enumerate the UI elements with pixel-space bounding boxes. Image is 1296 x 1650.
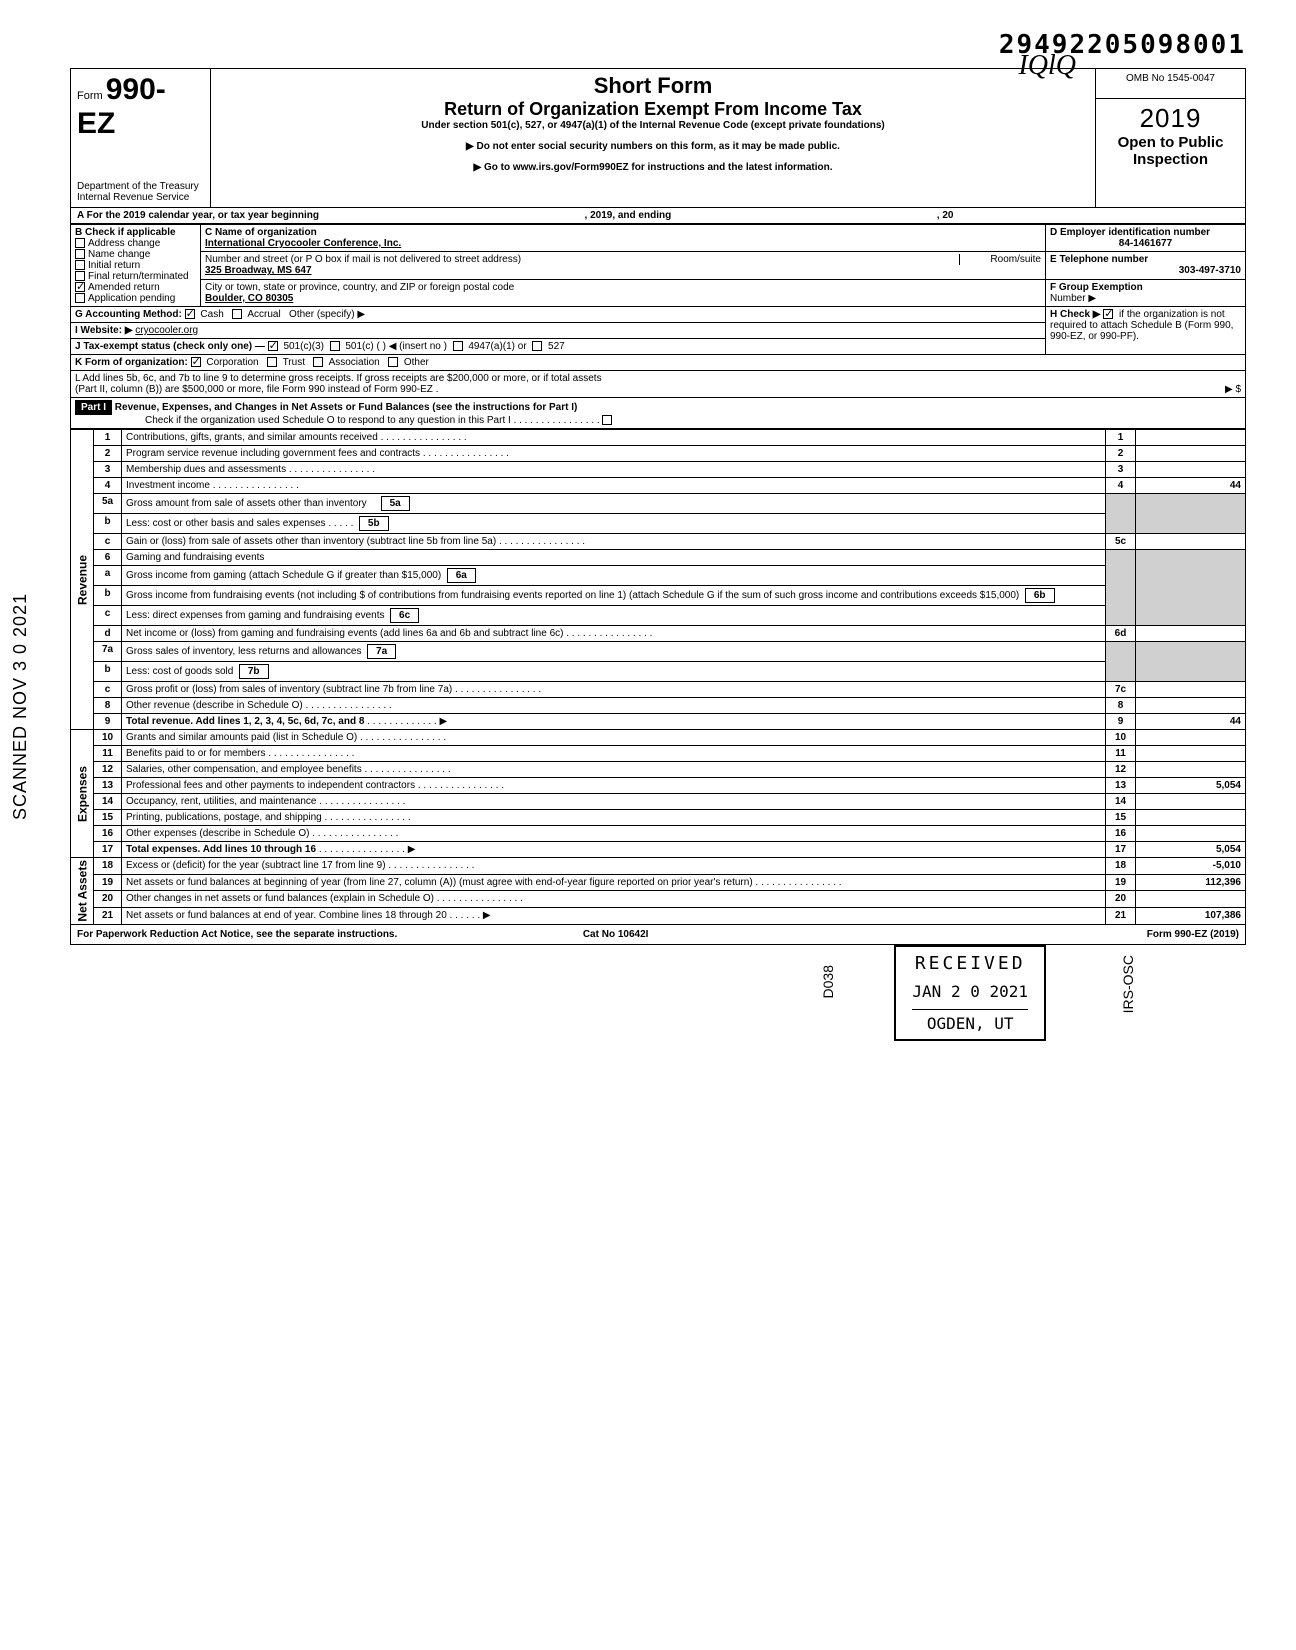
form-label: Form [77,90,103,102]
note-url: ▶ Go to www.irs.gov/Form990EZ for instru… [217,162,1089,173]
chk-other-org[interactable] [388,357,398,367]
city-value: Boulder, CO 80305 [205,293,1041,304]
part1-label: Part I [75,400,112,415]
scanned-stamp: SCANNED NOV 3 0 2021 [10,593,31,820]
city-label: City or town, state or province, country… [205,282,1041,293]
open-public: Open to Public Inspection [1102,134,1239,168]
part1-check-line: Check if the organization used Schedule … [145,415,511,426]
omb-number: OMB No 1545-0047 [1102,73,1239,84]
chk-trust[interactable] [267,357,277,367]
row-j-label: J Tax-exempt status (check only one) — [75,341,265,352]
hand-initials: IQlQ [1018,50,1076,82]
footer-row: For Paperwork Reduction Act Notice, see … [70,925,1246,945]
col-f-sub: Number ▶ [1050,293,1241,304]
chk-accrual[interactable] [232,309,242,319]
chk-name-change[interactable] [75,249,85,259]
part1-title: Revenue, Expenses, and Changes in Net As… [115,402,578,413]
chk-527[interactable] [532,341,542,351]
subtitle: Under section 501(c), 527, or 4947(a)(1)… [217,120,1089,131]
info-grid: B Check if applicable Address change Nam… [70,224,1246,398]
irs-label: Internal Revenue Service [77,192,204,203]
row-l-arrow: ▶ $ [1225,384,1241,395]
tax-year: 2019 [1102,103,1239,134]
col-f-label: F Group Exemption [1050,282,1241,293]
chk-initial-return[interactable] [75,260,85,270]
addr-label: Number and street (or P O box if mail is… [205,254,1041,265]
sidebar-expenses: Expenses [71,730,94,858]
row-a-taxyear: A For the 2019 calendar year, or tax yea… [70,208,1246,224]
col-c-label: C Name of organization [205,227,1041,238]
website-value: cryocooler.org [135,325,198,336]
row-i-label: I Website: ▶ [75,325,133,336]
chk-501c3[interactable] [268,341,278,351]
col-d-label: D Employer identification number [1050,227,1241,238]
title-return: Return of Organization Exempt From Incom… [217,99,1089,120]
row-h-label: H Check ▶ [1050,309,1100,320]
chk-schedule-b[interactable] [1103,309,1113,319]
row-l-line2: (Part II, column (B)) are $500,000 or mo… [75,384,438,395]
chk-address-change[interactable] [75,238,85,248]
chk-application-pending[interactable] [75,293,85,303]
street-address: 325 Broadway, MS 647 [205,265,1041,276]
chk-amended-return[interactable] [75,282,85,292]
sidebar-revenue: Revenue [71,430,94,730]
form-header: Form 990-EZ Department of the Treasury I… [70,68,1246,208]
stamp-received: RECEIVED JAN 2 0 2021 OGDEN, UT [894,945,1046,1041]
chk-501c[interactable] [330,341,340,351]
dept-treasury: Department of the Treasury [77,181,204,192]
form-number: 990-EZ [77,73,166,140]
stamp-d038: D038 [820,965,836,998]
row-l-line1: L Add lines 5b, 6c, and 7b to line 9 to … [75,373,1241,384]
chk-schedule-o[interactable] [602,415,612,425]
chk-cash[interactable] [185,309,195,319]
lines-table: Revenue 1Contributions, gifts, grants, a… [70,429,1246,925]
ein-value: 84-1461677 [1050,238,1241,249]
chk-association[interactable] [313,357,323,367]
chk-4947[interactable] [453,341,463,351]
org-name: International Cryocooler Conference, Inc… [205,238,1041,249]
note-ssn: ▶ Do not enter social security numbers o… [217,141,1089,152]
phone-value: 303-497-3710 [1050,265,1241,276]
title-short-form: Short Form [217,73,1089,99]
col-b-label: B Check if applicable [75,227,196,238]
chk-corporation[interactable] [191,357,201,367]
sidebar-netassets: Net Assets [71,858,94,925]
row-g-label: G Accounting Method: [75,309,182,320]
col-e-label: E Telephone number [1050,254,1241,265]
stamp-irs-osc: IRS-OSC [1120,955,1136,1013]
row-k-label: K Form of organization: [75,357,188,368]
